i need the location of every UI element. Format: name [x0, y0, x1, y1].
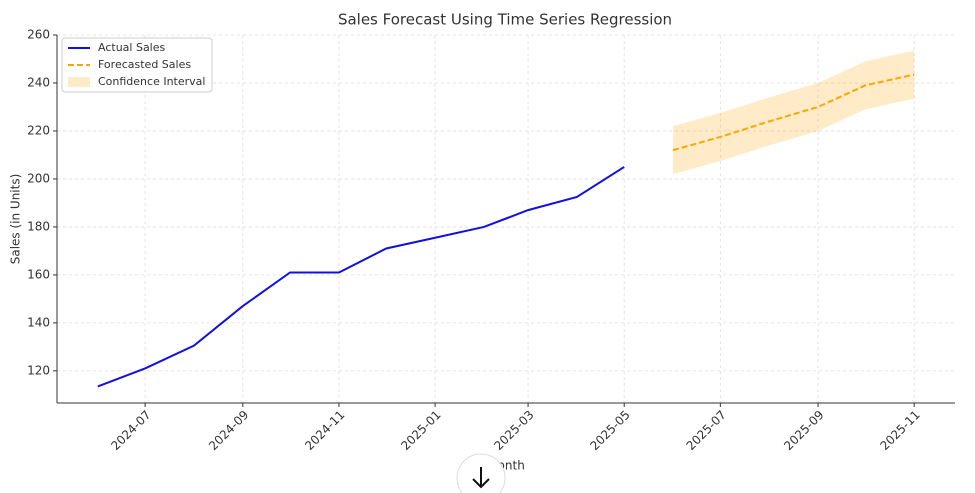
y-tick-label: 180 [27, 219, 50, 233]
x-tick-label: 2025-03 [491, 408, 536, 453]
x-tick-label: 2024-09 [206, 408, 251, 453]
series-line [672, 73, 915, 152]
y-tick-label: 160 [27, 267, 50, 281]
legend-label: Confidence Interval [98, 75, 205, 88]
legend-label: Forecasted Sales [98, 58, 191, 71]
y-tick-label: 260 [27, 28, 50, 42]
x-tick-label: 2025-05 [587, 408, 632, 453]
y-tick-label: 140 [27, 315, 50, 329]
y-tick-label: 120 [27, 363, 50, 377]
x-tick-label: 2024-11 [302, 408, 347, 453]
x-tick-label: 2025-09 [781, 408, 826, 453]
chart-title: Sales Forecast Using Time Series Regress… [338, 11, 672, 29]
x-tick-label: 2025-07 [684, 408, 729, 453]
x-tick-label: 2025-11 [877, 408, 922, 453]
y-tick-label: 220 [27, 123, 50, 137]
x-tick-label: 2024-07 [108, 408, 153, 453]
series-line [97, 166, 625, 388]
legend-box [61, 37, 213, 93]
arrow-icon [472, 467, 490, 489]
confidence-band [673, 50, 915, 175]
legend-label: Actual Sales [98, 41, 166, 54]
y-tick-label: 200 [27, 171, 50, 185]
x-tick-label: 2025-01 [398, 408, 443, 453]
y-tick-label: 240 [27, 75, 50, 89]
scroll-down-button[interactable] [456, 453, 506, 493]
legend-swatch [68, 77, 90, 87]
y-axis-label: Sales (in Units) [9, 174, 23, 265]
